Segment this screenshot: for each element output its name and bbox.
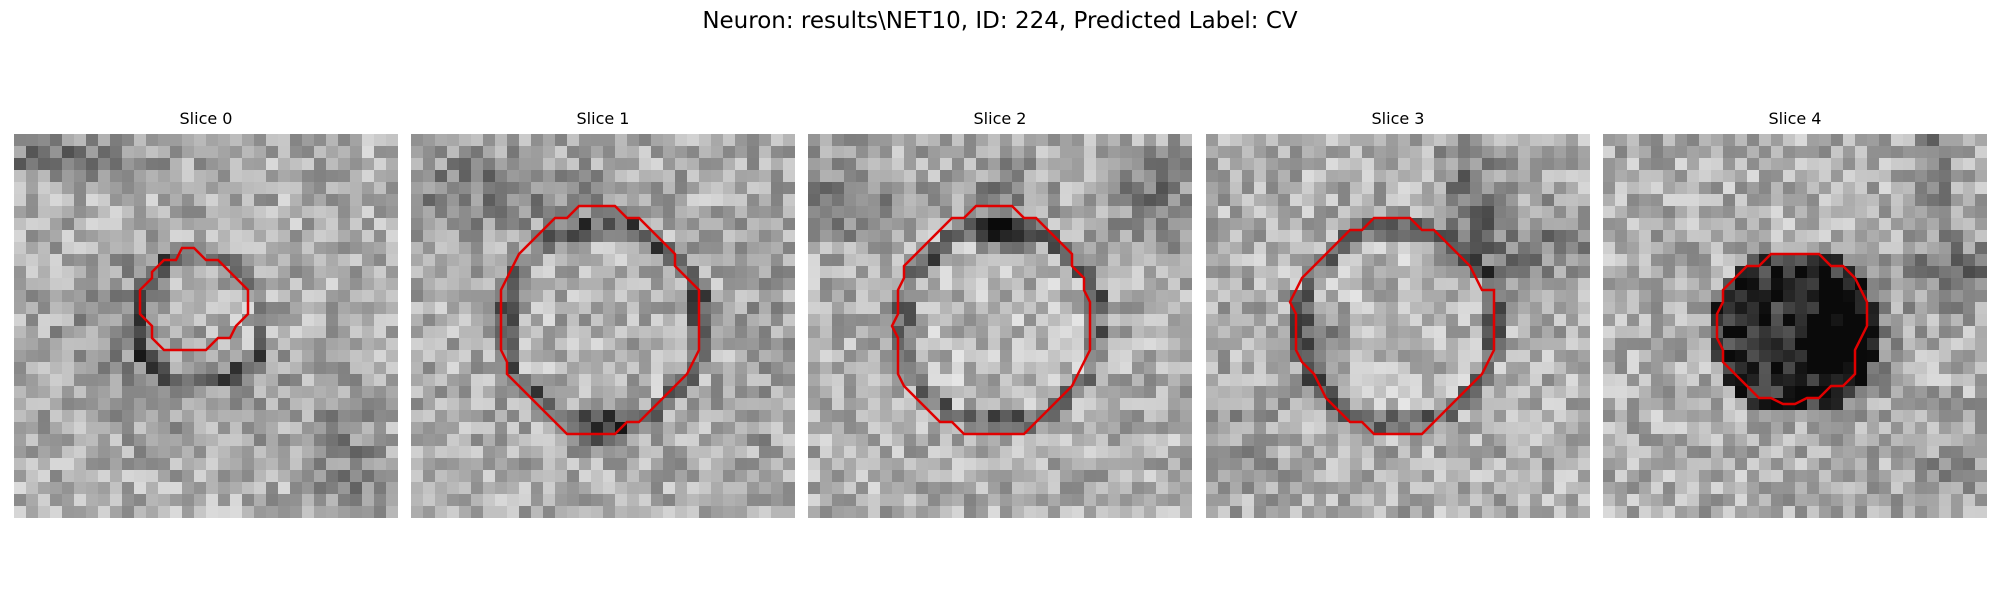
slice-title: Slice 3	[1371, 109, 1425, 128]
figure-title: Neuron: results\NET10, ID: 224, Predicte…	[702, 8, 1298, 34]
slice-panel-1: Slice 1	[411, 108, 795, 518]
contour-outline	[1715, 252, 1869, 406]
slice-panel-3: Slice 3	[1206, 108, 1590, 518]
slice-image	[14, 134, 398, 518]
slice-title: Slice 4	[1768, 109, 1822, 128]
slice-panel-0: Slice 0	[14, 108, 398, 518]
contour-outline	[1288, 216, 1496, 436]
slice-image	[1603, 134, 1987, 518]
slice-image	[411, 134, 795, 518]
contour-outline	[138, 246, 250, 352]
slice-title: Slice 2	[973, 109, 1027, 128]
slice-image	[808, 134, 1192, 518]
slice-panel-4: Slice 4	[1603, 108, 1987, 518]
contour-outline	[890, 204, 1092, 436]
slice-title: Slice 1	[576, 109, 630, 128]
contour-outline	[499, 204, 701, 436]
slice-image	[1206, 134, 1590, 518]
slice-panel-2: Slice 2	[808, 108, 1192, 518]
slice-title: Slice 0	[179, 109, 233, 128]
